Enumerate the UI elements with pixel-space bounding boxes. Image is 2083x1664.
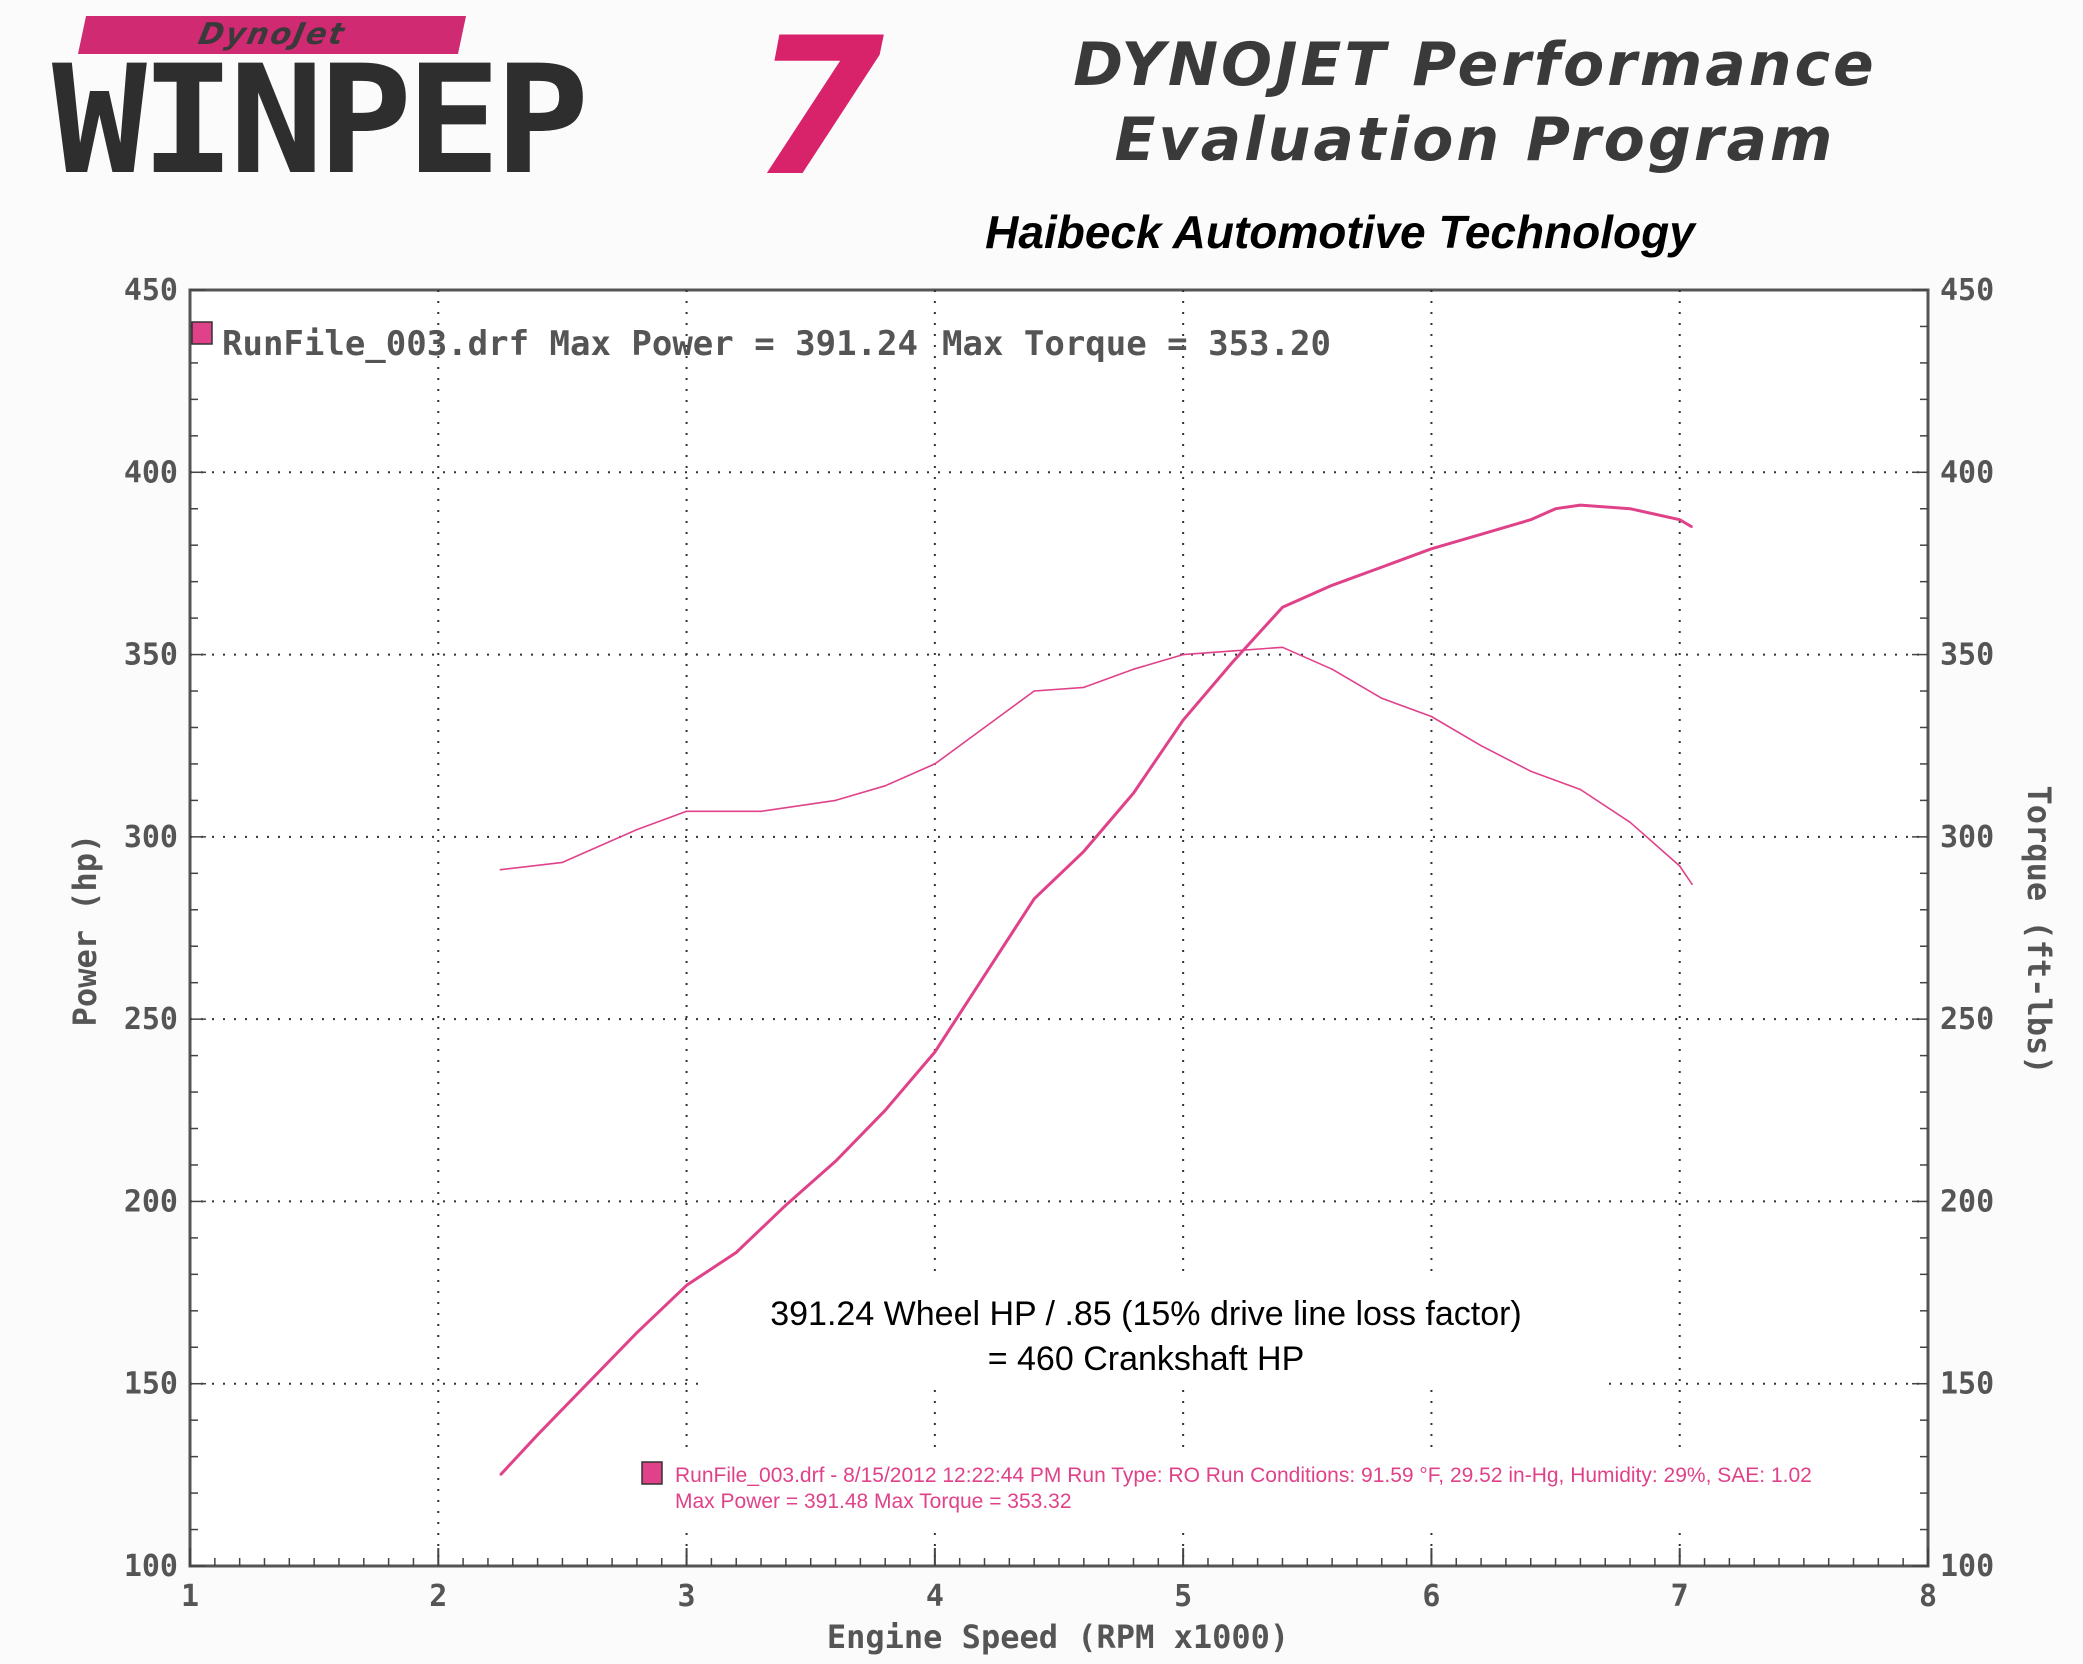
data-point-power [1331, 584, 1333, 587]
y2-tick-label: 250 [1940, 1002, 1994, 1037]
x-tick-label: 4 [926, 1579, 944, 1614]
y-tick-label: 450 [124, 273, 178, 308]
data-point-power [636, 1331, 638, 1334]
data-point-torque [884, 785, 886, 787]
data-point-power [934, 1051, 936, 1053]
data-point-torque [1678, 865, 1681, 867]
data-point-torque [636, 828, 638, 831]
data-point-power [1281, 606, 1284, 608]
winpep-wordmark: WINPEP [52, 34, 589, 208]
data-point-torque [760, 810, 762, 813]
data-point-power [735, 1251, 738, 1254]
y-tick-label: 100 [124, 1549, 178, 1584]
y-tick-label: 300 [124, 820, 178, 855]
run-info-swatch [641, 1461, 663, 1485]
data-point-power [1554, 507, 1557, 510]
x-tick-label: 7 [1671, 1579, 1689, 1614]
x-tick-label: 5 [1174, 1579, 1192, 1614]
data-point-torque [1480, 744, 1482, 747]
data-point-torque [1132, 668, 1135, 670]
data-point-torque [561, 861, 564, 864]
data-point-torque [1182, 653, 1184, 656]
annotation-line2: = 460 Crankshaft HP [988, 1340, 1305, 1378]
annotation-bg [700, 1280, 1600, 1390]
data-point-torque [1281, 646, 1284, 649]
data-point-power [1529, 518, 1532, 521]
run-info-bg [630, 1455, 1910, 1525]
y2-axis-label: Torque (ft-lbs) [2020, 786, 2058, 1075]
x-tick-label: 6 [1422, 1579, 1440, 1614]
y-tick-label: 400 [124, 455, 178, 490]
data-point-power [1182, 719, 1184, 721]
data-point-power [884, 1109, 886, 1112]
data-point-power [1132, 792, 1135, 794]
data-point-power [1579, 504, 1582, 506]
data-point-torque [1691, 883, 1693, 886]
y2-tick-label: 150 [1940, 1367, 1994, 1402]
legend-swatch [191, 321, 213, 345]
data-point-torque [1579, 788, 1582, 791]
data-point-torque [1430, 715, 1433, 718]
data-point-power [785, 1204, 787, 1206]
y2-tick-label: 400 [1940, 455, 1994, 490]
x-tick-label: 2 [429, 1579, 447, 1614]
y2-tick-label: 100 [1940, 1549, 1994, 1584]
data-point-power [499, 1474, 502, 1476]
y-axis-label: Power (hp) [66, 834, 104, 1027]
run-info-line2: Max Power = 391.48 Max Torque = 353.32 [675, 1490, 1072, 1513]
y-tick-label: 350 [124, 638, 178, 673]
data-point-power [536, 1433, 539, 1436]
data-point-torque [685, 810, 688, 813]
x-tick-label: 1 [181, 1579, 199, 1614]
tagline-line2: Evaluation Program [1114, 105, 1836, 175]
data-point-torque [1033, 690, 1035, 692]
y-tick-label: 250 [124, 1002, 178, 1037]
data-point-torque [1529, 770, 1532, 773]
data-point-torque [1083, 686, 1085, 689]
data-point-torque [934, 763, 936, 765]
data-point-power [1033, 898, 1035, 900]
data-point-power [834, 1160, 837, 1163]
data-point-power [586, 1382, 589, 1385]
y-tick-label: 150 [124, 1367, 178, 1402]
data-point-power [1480, 533, 1482, 536]
winpep-logo: DynoJet WINPEP 7 [52, 8, 884, 208]
y2-tick-label: 300 [1940, 820, 1994, 855]
data-point-torque [1232, 650, 1234, 652]
data-point-torque [983, 726, 986, 729]
data-point-power [1629, 507, 1631, 510]
data-point-power [1232, 661, 1234, 663]
data-point-torque [834, 799, 837, 802]
data-point-power [983, 974, 986, 977]
data-point-torque [1629, 821, 1631, 824]
data-point-power [1678, 518, 1681, 521]
logo-seven: 7 [752, 0, 885, 218]
y2-tick-label: 200 [1940, 1184, 1994, 1219]
data-point-power [1380, 566, 1383, 568]
data-point-torque [1331, 668, 1333, 670]
data-point-torque [499, 868, 502, 871]
series-line-torque [500, 646, 1693, 885]
x-axis-label: Engine Speed (RPM x1000) [827, 1618, 1289, 1656]
data-point-power [1083, 850, 1085, 853]
legend-max-power: RunFile_003.drf Max Power = 391.24 [222, 324, 918, 364]
company-title: Haibeck Automotive Technology [985, 206, 1695, 258]
y2-tick-label: 450 [1940, 273, 1994, 308]
y-tick-label: 200 [124, 1184, 178, 1219]
x-tick-label: 8 [1919, 1579, 1937, 1614]
legend-max-torque: Max Torque = 353.20 [942, 324, 1331, 364]
data-point-torque [1380, 697, 1383, 700]
y2-tick-label: 350 [1940, 638, 1994, 673]
data-point-power [685, 1284, 688, 1287]
x-tick-label: 3 [678, 1579, 696, 1614]
tagline-line1: DYNOJET Performance [1073, 30, 1877, 100]
data-point-power [1691, 526, 1693, 528]
annotation-line1: 391.24 Wheel HP / .85 (15% drive line lo… [770, 1295, 1522, 1333]
data-point-power [1430, 548, 1433, 550]
run-info-line1: RunFile_003.drf - 8/15/2012 12:22:44 PM … [675, 1464, 1812, 1487]
